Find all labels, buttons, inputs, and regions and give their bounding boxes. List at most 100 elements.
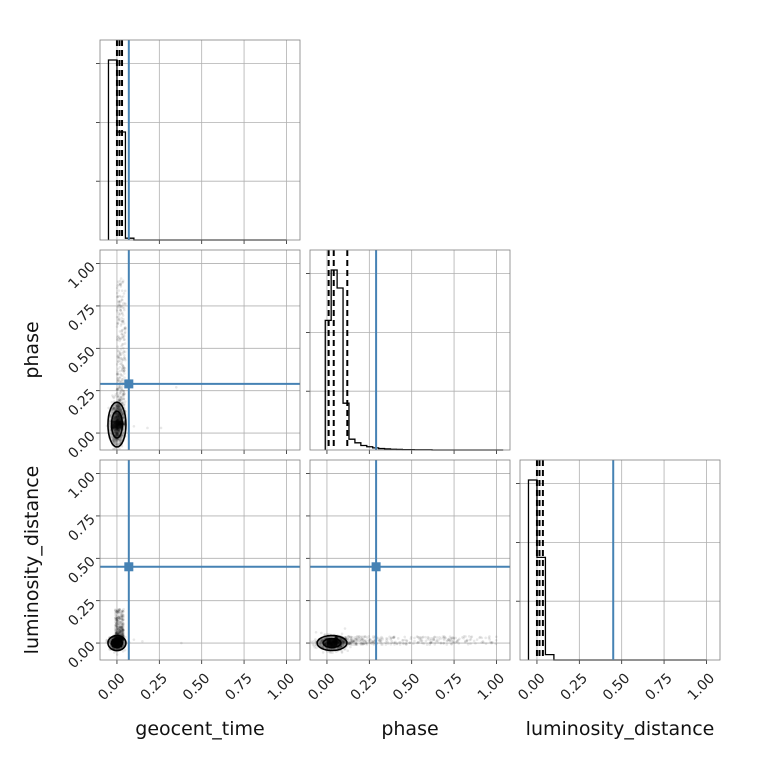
scatter-point — [121, 319, 125, 323]
scatter-point — [349, 642, 353, 646]
scatter-point — [117, 626, 120, 629]
scatter-point — [115, 407, 119, 410]
scatter-point — [120, 379, 124, 383]
scatter-point — [119, 625, 123, 629]
scatter-point — [111, 395, 115, 399]
scatter-point — [326, 632, 329, 636]
scatter-point — [356, 635, 359, 638]
scatter-point — [432, 638, 435, 642]
scatter-point — [119, 620, 122, 624]
scatter-point — [438, 635, 441, 639]
scatter-point — [346, 649, 350, 653]
scatter-point — [123, 376, 126, 379]
scatter-point — [119, 629, 123, 633]
scatter-point — [122, 615, 125, 619]
scatter-point — [118, 416, 122, 420]
scatter-points — [310, 627, 498, 655]
scatter-point — [114, 631, 117, 635]
scatter-point — [121, 312, 124, 316]
scatter-point — [113, 428, 117, 432]
scatter-point — [353, 637, 356, 641]
scatter-point — [113, 608, 117, 611]
scatter-point — [366, 636, 369, 640]
scatter-point — [468, 638, 472, 642]
scatter-point — [116, 433, 119, 436]
scatter-point — [123, 331, 127, 335]
scatter-point — [121, 393, 125, 396]
scatter-point — [405, 643, 408, 646]
scatter-point — [113, 406, 117, 410]
scatter-point — [442, 641, 446, 645]
scatter-point — [118, 617, 122, 621]
scatter-point — [381, 643, 384, 646]
scatter-point — [347, 638, 350, 642]
scatter-point — [112, 417, 116, 421]
scatter-point — [444, 636, 448, 640]
scatter-point — [117, 620, 120, 624]
scatter-point — [122, 392, 126, 396]
scatter-point — [116, 394, 120, 397]
histogram-luminosity_distance — [527, 479, 707, 661]
scatter-point — [112, 407, 116, 410]
scatter-point — [114, 428, 118, 432]
scatter-point — [359, 635, 363, 639]
scatter-point — [115, 631, 118, 635]
scatter-point — [115, 407, 119, 411]
scatter-point — [120, 305, 123, 308]
scatter-point — [121, 609, 124, 613]
scatter-point — [116, 412, 119, 416]
scatter-point — [115, 291, 119, 295]
scatter-point — [120, 622, 124, 626]
scatter-point — [109, 414, 113, 418]
scatter-point — [364, 639, 368, 642]
scatter-point — [116, 284, 120, 287]
scatter-point — [119, 356, 123, 360]
scatter-point — [115, 428, 119, 432]
scatter-point — [408, 641, 412, 644]
scatter-point — [112, 408, 115, 411]
scatter-point — [415, 635, 419, 638]
scatter-point — [412, 642, 415, 646]
scatter-point — [424, 639, 428, 643]
scatter-point — [115, 418, 118, 421]
scatter-point — [115, 430, 118, 434]
scatter-point — [361, 640, 365, 644]
scatter-point — [362, 637, 365, 641]
scatter-point — [117, 350, 120, 353]
scatter-point — [357, 635, 361, 638]
scatter-point — [119, 408, 123, 411]
scatter-point — [115, 616, 119, 620]
scatter-point — [115, 627, 119, 631]
scatter-point — [114, 416, 118, 420]
scatter-point — [119, 380, 123, 383]
scatter-point — [117, 622, 121, 626]
scatter-point — [116, 413, 120, 417]
scatter-point — [116, 418, 119, 422]
scatter-point — [324, 642, 327, 646]
scatter-point — [121, 320, 125, 323]
scatter-point — [120, 619, 124, 622]
scatter-point — [352, 639, 355, 643]
scatter-point — [113, 431, 117, 434]
scatter-point — [118, 351, 122, 355]
scatter-point — [121, 616, 125, 619]
scatter-point — [321, 651, 325, 654]
scatter-point — [112, 407, 116, 410]
scatter-point — [116, 418, 120, 421]
scatter-point — [122, 397, 126, 401]
scatter-point — [108, 419, 112, 422]
x-tick-label: 0.00 — [515, 670, 548, 703]
scatter-point — [122, 338, 126, 342]
scatter-point — [121, 619, 125, 622]
scatter-point — [355, 637, 359, 641]
scatter-point — [336, 636, 339, 639]
histogram-phase — [324, 269, 504, 451]
scatter-point — [350, 643, 354, 647]
scatter-point — [117, 628, 121, 631]
scatter-point — [122, 634, 125, 637]
scatter-point — [408, 641, 412, 645]
scatter-point — [122, 403, 126, 407]
scatter-point — [120, 625, 124, 628]
scatter-point — [118, 607, 122, 611]
scatter-point — [328, 651, 332, 654]
